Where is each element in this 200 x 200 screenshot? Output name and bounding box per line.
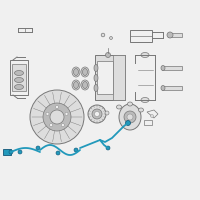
- Circle shape: [61, 124, 64, 127]
- Bar: [113, 55, 125, 100]
- Ellipse shape: [14, 71, 24, 75]
- Ellipse shape: [94, 64, 98, 72]
- Ellipse shape: [128, 102, 132, 106]
- Ellipse shape: [72, 80, 80, 90]
- Circle shape: [9, 150, 13, 154]
- Circle shape: [127, 114, 133, 120]
- Ellipse shape: [74, 68, 78, 75]
- Circle shape: [50, 110, 64, 124]
- Bar: [12, 64, 26, 91]
- Circle shape: [56, 151, 60, 155]
- Circle shape: [74, 148, 78, 152]
- Ellipse shape: [161, 66, 165, 71]
- Circle shape: [151, 114, 154, 117]
- Circle shape: [110, 37, 112, 39]
- Ellipse shape: [161, 86, 165, 90]
- Bar: [168, 33, 182, 37]
- Circle shape: [92, 109, 102, 119]
- Ellipse shape: [141, 52, 149, 58]
- Ellipse shape: [81, 80, 89, 90]
- Circle shape: [50, 124, 53, 127]
- Circle shape: [65, 112, 68, 115]
- Circle shape: [56, 106, 58, 108]
- Circle shape: [126, 120, 130, 126]
- Ellipse shape: [138, 108, 144, 112]
- Ellipse shape: [74, 82, 78, 88]
- Bar: [144, 120, 152, 125]
- Circle shape: [95, 112, 100, 116]
- Bar: [95, 55, 125, 100]
- Circle shape: [106, 52, 110, 58]
- Bar: [10, 60, 28, 95]
- Bar: [162, 86, 182, 90]
- Circle shape: [88, 105, 106, 123]
- Circle shape: [105, 111, 109, 115]
- Bar: [3, 149, 11, 155]
- Ellipse shape: [72, 67, 80, 77]
- Ellipse shape: [141, 98, 149, 102]
- Circle shape: [18, 150, 22, 154]
- Ellipse shape: [83, 68, 88, 75]
- Circle shape: [167, 32, 173, 38]
- Ellipse shape: [94, 84, 98, 92]
- Circle shape: [36, 146, 40, 150]
- Ellipse shape: [14, 77, 24, 82]
- Ellipse shape: [83, 82, 88, 88]
- Circle shape: [46, 112, 49, 115]
- Bar: [162, 66, 182, 70]
- Circle shape: [124, 111, 136, 123]
- Ellipse shape: [14, 84, 24, 90]
- Bar: [130, 30, 152, 42]
- Circle shape: [43, 103, 71, 131]
- Circle shape: [101, 33, 105, 37]
- Ellipse shape: [81, 67, 89, 77]
- Ellipse shape: [119, 104, 141, 130]
- Bar: [97, 61, 113, 94]
- Ellipse shape: [94, 74, 98, 82]
- Circle shape: [106, 146, 110, 150]
- Circle shape: [30, 90, 84, 144]
- Ellipse shape: [116, 105, 122, 109]
